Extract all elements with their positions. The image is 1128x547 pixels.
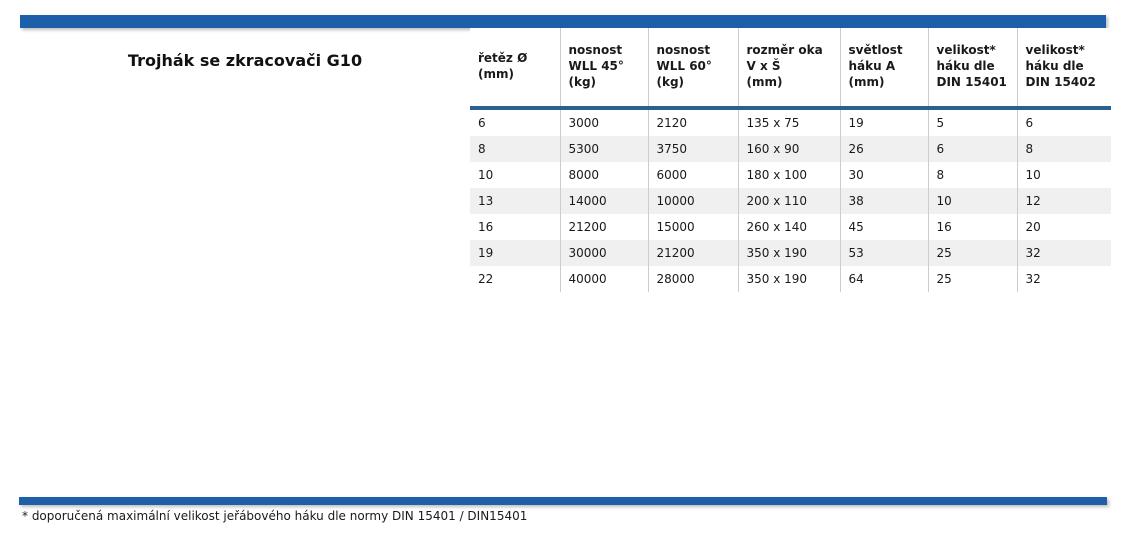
table-row: 10 8000 6000 180 x 100 30 8 10	[470, 162, 1111, 188]
table-cell: 21200	[559, 214, 648, 240]
bottom-accent-bar	[19, 497, 1107, 505]
table-cell: 10	[478, 168, 494, 182]
table-cell: 10000	[647, 188, 738, 214]
table-cell: 2120	[647, 108, 738, 136]
table-cell: 32	[1016, 266, 1111, 292]
table-cell: 22	[478, 272, 494, 286]
table-cell: 38	[839, 188, 928, 214]
column-header-hook-size-din15401: velikost* háku dle DIN 15401	[927, 28, 1017, 110]
table-row: 19 30000 21200 350 x 190 53 25 32	[470, 240, 1111, 266]
table-cell: 12	[1016, 188, 1111, 214]
table-cell: 3000	[559, 108, 648, 136]
page-title: Trojhák se zkracovači G10	[127, 51, 363, 70]
column-header-eye-size: rozměr oka V x Š (mm)	[737, 28, 840, 110]
table-cell: 6	[927, 136, 1017, 162]
table-cell: 160 x 90	[737, 136, 840, 162]
table-cell: 8	[927, 162, 1017, 188]
column-header-wll-60: nosnost WLL 60° (kg)	[647, 28, 738, 110]
table-cell: 16	[478, 220, 494, 234]
table-cell: 5	[927, 108, 1017, 136]
table-cell: 350 x 190	[737, 240, 840, 266]
table-row: 22 40000 28000 350 x 190 64 25 32	[470, 266, 1111, 292]
table-cell: 14000	[559, 188, 648, 214]
table-cell: 10	[927, 188, 1017, 214]
table-cell: 180 x 100	[737, 162, 840, 188]
table-header-row: řetěz Ø (mm) nosnost WLL 45° (kg) nosnos…	[470, 28, 1111, 110]
column-header-hook-clearance: světlost háku A (mm)	[839, 28, 928, 110]
table-cell: 25	[927, 240, 1017, 266]
table-cell: 20	[1016, 214, 1111, 240]
table-cell: 8000	[559, 162, 648, 188]
table-cell: 16	[927, 214, 1017, 240]
table-cell: 53	[839, 240, 928, 266]
table-cell: 8	[1016, 136, 1111, 162]
table-cell: 5300	[559, 136, 648, 162]
footnote: * doporučená maximální velikost jeřábové…	[22, 509, 528, 523]
table-cell: 30	[839, 162, 928, 188]
table-cell: 10	[1016, 162, 1111, 188]
table-row: 6 3000 2120 135 x 75 19 5 6	[470, 108, 1111, 136]
table-cell: 6000	[647, 162, 738, 188]
table-cell: 32	[1016, 240, 1111, 266]
table-cell: 21200	[647, 240, 738, 266]
table-cell: 30000	[559, 240, 648, 266]
table-cell: 64	[839, 266, 928, 292]
table-cell: 3750	[647, 136, 738, 162]
table-cell: 13	[478, 194, 494, 208]
table-cell: 40000	[559, 266, 648, 292]
table-cell: 135 x 75	[737, 108, 840, 136]
table-row: 8 5300 3750 160 x 90 26 6 8	[470, 136, 1111, 162]
table-row: 13 14000 10000 200 x 110 38 10 12	[470, 188, 1111, 214]
table-cell: 25	[927, 266, 1017, 292]
column-header-chain-diameter: řetěz Ø (mm)	[470, 28, 560, 110]
column-header-wll-45: nosnost WLL 45° (kg)	[559, 28, 648, 110]
spec-table: řetěz Ø (mm) nosnost WLL 45° (kg) nosnos…	[470, 28, 1111, 292]
table-cell: 19	[478, 246, 494, 260]
table-cell: 8	[478, 142, 486, 156]
top-accent-bar	[20, 15, 1106, 28]
table-cell: 200 x 110	[737, 188, 840, 214]
table-cell: 45	[839, 214, 928, 240]
table-cell: 19	[839, 108, 928, 136]
column-header-hook-size-din15402: velikost* háku dle DIN 15402	[1016, 28, 1111, 110]
table-cell: 15000	[647, 214, 738, 240]
table-cell: 6	[1016, 108, 1111, 136]
table-cell: 26	[839, 136, 928, 162]
table-body: 6 3000 2120 135 x 75 19 5 6 8 5300 3750 160 x 90 26…	[470, 108, 1111, 292]
table-cell: 28000	[647, 266, 738, 292]
spec-table-container: řetěz Ø (mm) nosnost WLL 45° (kg) nosnos…	[470, 28, 1111, 292]
table-cell: 260 x 140	[737, 214, 840, 240]
table-row: 16 21200 15000 260 x 140 45 16 20	[470, 214, 1111, 240]
table-cell: 350 x 190	[737, 266, 840, 292]
table-cell: 6	[478, 116, 486, 130]
